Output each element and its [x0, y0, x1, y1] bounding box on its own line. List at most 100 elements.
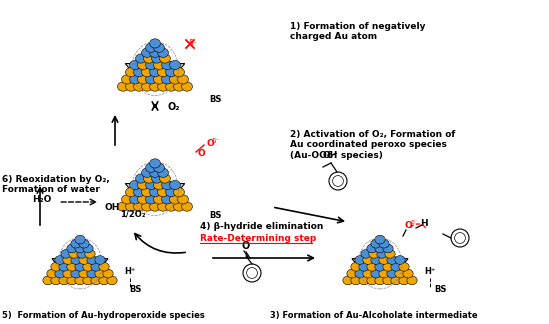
- Ellipse shape: [51, 276, 61, 285]
- Ellipse shape: [138, 60, 148, 70]
- Ellipse shape: [99, 262, 109, 271]
- Text: δ⁻: δ⁻: [411, 219, 418, 225]
- Text: H₂O: H₂O: [32, 195, 52, 204]
- Ellipse shape: [71, 239, 81, 248]
- Ellipse shape: [170, 180, 181, 190]
- Polygon shape: [125, 184, 184, 192]
- Ellipse shape: [361, 249, 371, 258]
- Ellipse shape: [170, 60, 181, 70]
- Ellipse shape: [173, 82, 184, 91]
- Ellipse shape: [142, 48, 153, 57]
- Ellipse shape: [367, 276, 377, 285]
- Ellipse shape: [138, 195, 148, 204]
- Ellipse shape: [367, 262, 377, 271]
- Ellipse shape: [142, 68, 153, 77]
- Ellipse shape: [158, 202, 169, 211]
- Ellipse shape: [67, 244, 77, 253]
- Text: O: O: [242, 241, 250, 251]
- Text: H: H: [420, 218, 428, 227]
- Ellipse shape: [87, 269, 97, 278]
- Ellipse shape: [385, 249, 395, 258]
- Text: O: O: [197, 149, 205, 158]
- Ellipse shape: [391, 262, 401, 271]
- Ellipse shape: [63, 269, 73, 278]
- Text: H⁺: H⁺: [125, 268, 136, 276]
- Ellipse shape: [158, 188, 169, 197]
- Ellipse shape: [95, 269, 105, 278]
- Ellipse shape: [363, 256, 373, 264]
- Ellipse shape: [79, 269, 89, 278]
- Ellipse shape: [121, 195, 132, 204]
- Ellipse shape: [149, 202, 160, 211]
- Ellipse shape: [355, 269, 365, 278]
- Ellipse shape: [166, 82, 176, 91]
- Ellipse shape: [403, 269, 413, 278]
- Text: OH: OH: [104, 203, 120, 213]
- Ellipse shape: [395, 256, 405, 264]
- Ellipse shape: [363, 269, 373, 278]
- Ellipse shape: [130, 195, 141, 204]
- Ellipse shape: [351, 262, 361, 271]
- Ellipse shape: [79, 256, 89, 264]
- Ellipse shape: [117, 82, 128, 91]
- Ellipse shape: [117, 202, 128, 211]
- Ellipse shape: [383, 244, 393, 253]
- Ellipse shape: [61, 249, 71, 258]
- Ellipse shape: [71, 269, 81, 278]
- Text: O: O: [206, 140, 214, 148]
- Ellipse shape: [133, 188, 144, 197]
- Text: H⁺: H⁺: [424, 268, 435, 276]
- Ellipse shape: [95, 256, 105, 264]
- Ellipse shape: [158, 68, 169, 77]
- Ellipse shape: [379, 269, 389, 278]
- Ellipse shape: [343, 276, 353, 285]
- Ellipse shape: [91, 262, 101, 271]
- Ellipse shape: [138, 180, 148, 190]
- Ellipse shape: [166, 188, 176, 197]
- Ellipse shape: [161, 195, 172, 204]
- Ellipse shape: [149, 188, 160, 197]
- Ellipse shape: [145, 43, 156, 52]
- Ellipse shape: [375, 276, 385, 285]
- Ellipse shape: [75, 244, 85, 253]
- Ellipse shape: [75, 262, 85, 271]
- Ellipse shape: [83, 262, 93, 271]
- Ellipse shape: [103, 269, 113, 278]
- Ellipse shape: [75, 235, 85, 244]
- Ellipse shape: [143, 54, 154, 63]
- Text: 2) Activation of O₂, Formation of
Au coordinated peroxo species
(Au-OOδ⁻ species: 2) Activation of O₂, Formation of Au coo…: [290, 130, 455, 160]
- Ellipse shape: [407, 276, 417, 285]
- Ellipse shape: [161, 60, 172, 70]
- Ellipse shape: [347, 269, 357, 278]
- Ellipse shape: [399, 276, 409, 285]
- Ellipse shape: [51, 262, 61, 271]
- Ellipse shape: [133, 68, 144, 77]
- Ellipse shape: [173, 202, 184, 211]
- Ellipse shape: [154, 60, 165, 70]
- Ellipse shape: [149, 48, 160, 57]
- Ellipse shape: [166, 202, 176, 211]
- Ellipse shape: [371, 256, 381, 264]
- Ellipse shape: [91, 276, 101, 285]
- Polygon shape: [52, 259, 108, 267]
- Ellipse shape: [371, 239, 381, 248]
- Ellipse shape: [154, 180, 165, 190]
- Ellipse shape: [145, 195, 156, 204]
- Ellipse shape: [355, 256, 365, 264]
- Ellipse shape: [126, 68, 137, 77]
- Text: BS: BS: [434, 285, 446, 295]
- Ellipse shape: [379, 256, 389, 264]
- Ellipse shape: [126, 188, 137, 197]
- Ellipse shape: [149, 159, 160, 168]
- Ellipse shape: [130, 180, 141, 190]
- Ellipse shape: [166, 68, 176, 77]
- Ellipse shape: [351, 276, 361, 285]
- Ellipse shape: [99, 276, 109, 285]
- Ellipse shape: [375, 244, 385, 253]
- Ellipse shape: [71, 256, 81, 264]
- Text: O: O: [404, 222, 412, 230]
- Ellipse shape: [371, 269, 381, 278]
- Ellipse shape: [369, 249, 379, 258]
- Text: δ⁻: δ⁻: [212, 138, 220, 144]
- Ellipse shape: [379, 239, 389, 248]
